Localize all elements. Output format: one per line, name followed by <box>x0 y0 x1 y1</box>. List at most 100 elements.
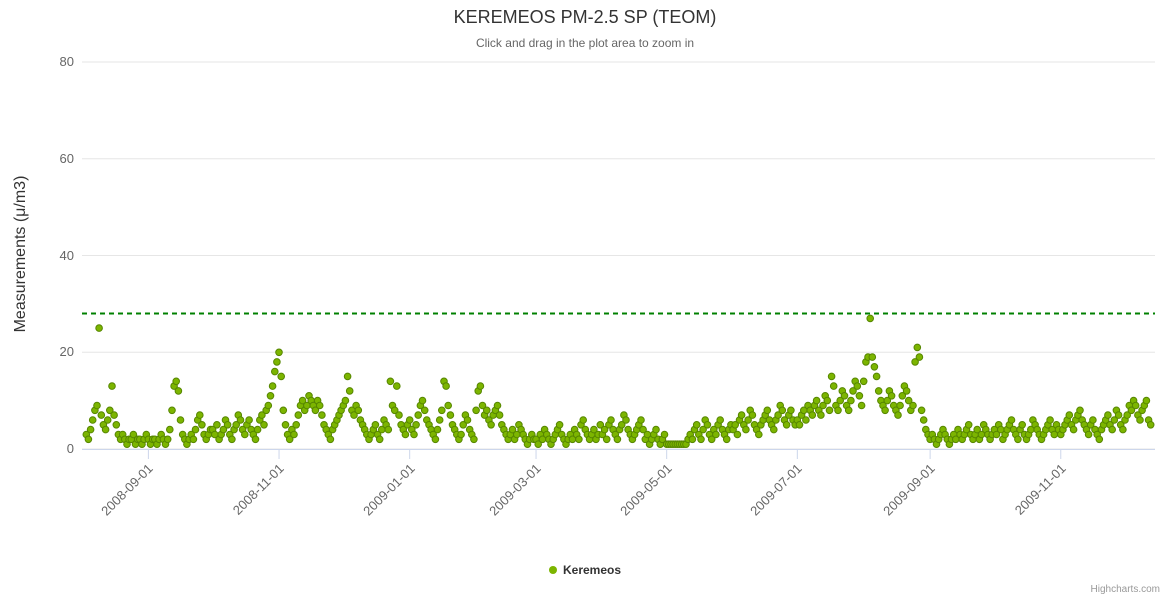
data-point[interactable] <box>881 406 889 415</box>
data-point[interactable] <box>446 411 455 419</box>
data-point[interactable] <box>442 382 450 390</box>
data-point[interactable] <box>763 406 772 415</box>
data-point[interactable] <box>596 421 605 429</box>
data-point[interactable] <box>412 421 420 429</box>
data-point[interactable] <box>463 416 472 424</box>
data-point[interactable] <box>1069 425 1078 434</box>
data-point[interactable] <box>375 435 384 444</box>
data-point[interactable] <box>487 421 495 429</box>
data-point[interactable] <box>108 382 116 390</box>
data-point[interactable] <box>795 421 804 429</box>
data-point[interactable] <box>849 387 857 395</box>
data-point[interactable] <box>602 435 611 444</box>
data-point[interactable] <box>808 411 817 419</box>
data-point[interactable] <box>290 430 298 439</box>
data-point[interactable] <box>294 411 303 419</box>
data-point[interactable] <box>915 353 924 361</box>
data-point[interactable] <box>697 435 705 444</box>
data-point[interactable] <box>742 425 750 434</box>
data-point[interactable] <box>600 425 609 434</box>
data-point[interactable] <box>508 425 517 434</box>
data-point[interactable] <box>384 425 393 434</box>
data-point[interactable] <box>354 406 363 415</box>
data-point[interactable] <box>1119 425 1127 434</box>
data-point[interactable] <box>722 435 731 444</box>
data-point[interactable] <box>904 396 913 405</box>
data-point[interactable] <box>1104 411 1112 419</box>
data-point[interactable] <box>273 358 281 366</box>
data-point[interactable] <box>1018 421 1027 429</box>
data-point[interactable] <box>174 387 183 395</box>
data-point[interactable] <box>168 406 176 415</box>
data-point[interactable] <box>847 396 855 405</box>
data-point[interactable] <box>393 382 401 390</box>
data-point[interactable] <box>435 416 444 424</box>
data-point[interactable] <box>223 421 232 429</box>
data-point[interactable] <box>973 425 982 434</box>
data-point[interactable] <box>483 406 491 415</box>
data-point[interactable] <box>260 421 268 429</box>
data-point[interactable] <box>770 425 778 434</box>
data-point[interactable] <box>733 430 742 439</box>
data-point[interactable] <box>827 372 836 381</box>
data-point[interactable] <box>264 401 273 410</box>
data-point[interactable] <box>992 430 1001 439</box>
data-point[interactable] <box>418 396 427 405</box>
data-point[interactable] <box>459 421 468 429</box>
data-point[interactable] <box>855 392 864 400</box>
data-point[interactable] <box>189 435 198 444</box>
data-point[interactable] <box>859 377 868 386</box>
data-point[interactable] <box>911 358 919 366</box>
data-point[interactable] <box>1110 416 1119 424</box>
data-point[interactable] <box>1095 435 1104 444</box>
data-point[interactable] <box>870 363 879 371</box>
data-point[interactable] <box>228 435 236 444</box>
data-point[interactable] <box>106 406 114 415</box>
data-point[interactable] <box>731 421 740 429</box>
data-point[interactable] <box>660 430 669 439</box>
data-point[interactable] <box>898 392 907 400</box>
data-point[interactable] <box>737 411 746 419</box>
data-point[interactable] <box>414 411 423 419</box>
data-point[interactable] <box>279 406 288 415</box>
data-point[interactable] <box>883 396 892 405</box>
data-point[interactable] <box>345 387 354 395</box>
data-point[interactable] <box>909 401 917 410</box>
data-point[interactable] <box>198 421 206 429</box>
data-point[interactable] <box>271 367 279 376</box>
data-point[interactable] <box>493 401 502 410</box>
data-point[interactable] <box>1084 430 1093 439</box>
data-point[interactable] <box>86 425 95 434</box>
data-point[interactable] <box>639 425 647 434</box>
data-point[interactable] <box>607 416 615 424</box>
data-point[interactable] <box>844 406 853 415</box>
data-point[interactable] <box>495 411 504 419</box>
data-point[interactable] <box>590 425 598 434</box>
data-point[interactable] <box>579 416 588 424</box>
data-point[interactable] <box>699 425 707 434</box>
data-point[interactable] <box>874 387 883 395</box>
data-point[interactable] <box>213 421 221 429</box>
data-point[interactable] <box>688 435 697 444</box>
data-point[interactable] <box>341 396 350 405</box>
data-point[interactable] <box>836 396 845 405</box>
data-point[interactable] <box>575 435 583 444</box>
data-point[interactable] <box>258 411 266 419</box>
data-point[interactable] <box>281 421 290 429</box>
data-point[interactable] <box>219 425 228 434</box>
data-point[interactable] <box>853 382 862 390</box>
data-point[interactable] <box>245 416 253 424</box>
data-point[interactable] <box>470 435 478 444</box>
data-point[interactable] <box>622 416 630 424</box>
data-point[interactable] <box>787 406 795 415</box>
data-point[interactable] <box>637 416 645 424</box>
data-point[interactable] <box>97 411 106 419</box>
data-point[interactable] <box>917 406 926 415</box>
data-point[interactable] <box>812 396 821 405</box>
data-point[interactable] <box>176 416 185 424</box>
data-point[interactable] <box>1065 411 1074 419</box>
data-point[interactable] <box>902 387 911 395</box>
data-point[interactable] <box>1076 406 1084 415</box>
data-point[interactable] <box>166 425 174 434</box>
data-point[interactable] <box>431 435 440 444</box>
